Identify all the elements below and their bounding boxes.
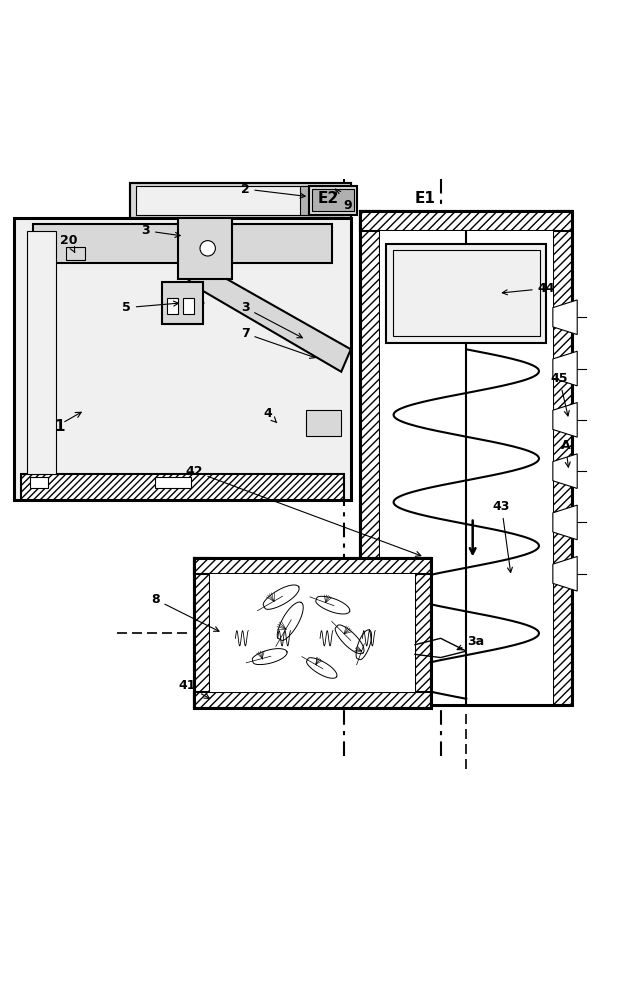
Bar <box>309 186 357 215</box>
Bar <box>155 477 191 488</box>
Bar <box>167 298 178 314</box>
Text: 3: 3 <box>141 224 180 237</box>
Bar <box>312 189 354 211</box>
Bar <box>319 188 328 213</box>
Bar <box>178 218 232 279</box>
Bar <box>66 247 85 260</box>
Text: 44: 44 <box>502 282 555 295</box>
Bar <box>553 211 572 705</box>
Text: E2: E2 <box>318 191 339 206</box>
Bar <box>328 189 336 211</box>
Polygon shape <box>553 403 577 437</box>
Bar <box>30 477 48 488</box>
Bar <box>162 282 204 324</box>
Bar <box>361 211 572 705</box>
Text: 20: 20 <box>60 234 77 252</box>
Text: 2: 2 <box>241 183 305 198</box>
Polygon shape <box>553 556 577 591</box>
Text: 3a: 3a <box>457 635 484 650</box>
Text: 42: 42 <box>185 465 421 556</box>
Bar <box>194 692 431 708</box>
Bar <box>380 231 553 705</box>
Polygon shape <box>553 454 577 488</box>
Bar <box>33 224 332 263</box>
Bar <box>306 410 341 436</box>
Text: 8: 8 <box>151 593 219 631</box>
Text: 9: 9 <box>336 189 352 212</box>
Text: A: A <box>561 439 571 467</box>
Polygon shape <box>553 351 577 386</box>
Bar <box>386 244 546 343</box>
Polygon shape <box>187 266 351 372</box>
Bar <box>136 186 345 215</box>
Bar <box>129 183 351 218</box>
Text: 41: 41 <box>178 679 209 698</box>
Bar <box>183 298 194 314</box>
Bar <box>14 218 351 500</box>
Bar <box>415 558 431 708</box>
Bar <box>194 558 431 574</box>
Bar <box>361 211 380 705</box>
Bar <box>393 250 540 336</box>
Bar <box>129 183 351 218</box>
Text: E1: E1 <box>414 191 435 206</box>
Text: 4: 4 <box>263 407 277 423</box>
Bar <box>194 558 431 708</box>
Bar <box>27 231 56 474</box>
Polygon shape <box>553 300 577 335</box>
Polygon shape <box>553 505 577 540</box>
Text: 43: 43 <box>493 500 513 572</box>
Bar <box>21 474 345 500</box>
Text: 3: 3 <box>241 301 303 338</box>
Text: 5: 5 <box>122 301 178 314</box>
Text: 1: 1 <box>54 419 64 434</box>
Text: 45: 45 <box>551 372 569 416</box>
Bar <box>210 574 415 692</box>
Bar <box>194 558 210 708</box>
Circle shape <box>200 241 215 256</box>
Bar <box>299 186 319 215</box>
Text: 7: 7 <box>241 327 315 358</box>
Bar <box>361 211 572 231</box>
